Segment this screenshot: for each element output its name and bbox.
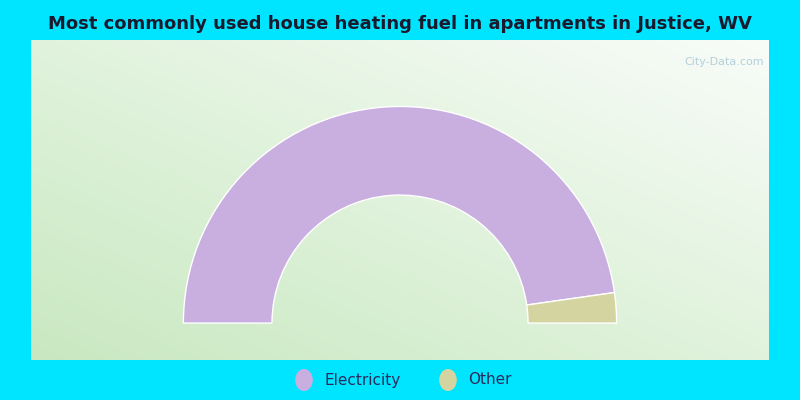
Wedge shape — [526, 292, 617, 323]
Text: Other: Other — [468, 372, 511, 388]
Text: Most commonly used house heating fuel in apartments in Justice, WV: Most commonly used house heating fuel in… — [48, 15, 752, 33]
Ellipse shape — [295, 369, 313, 391]
Ellipse shape — [439, 369, 457, 391]
Text: Electricity: Electricity — [324, 372, 400, 388]
Wedge shape — [183, 106, 614, 323]
Text: City-Data.com: City-Data.com — [685, 57, 764, 67]
